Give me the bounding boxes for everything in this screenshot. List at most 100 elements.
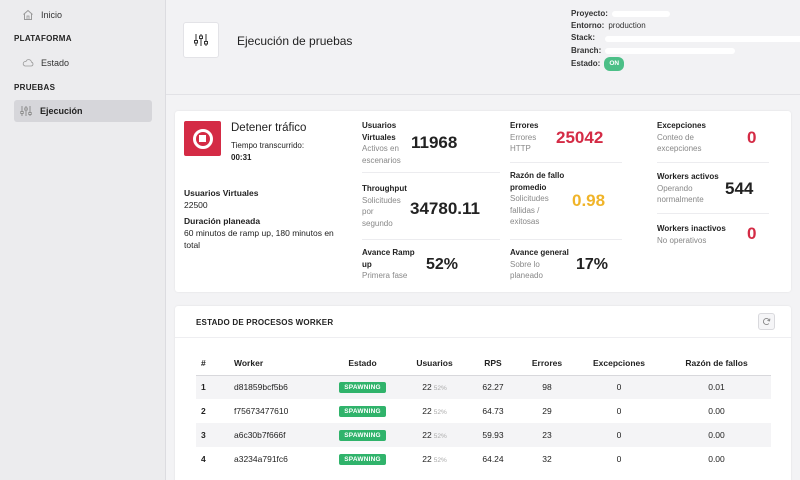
metric-title: Avance Ramp up — [362, 248, 415, 269]
metric-subtitle: Errores HTTP — [510, 132, 537, 154]
rps-value: 59.93 — [468, 423, 518, 447]
users-percent: 52% — [433, 409, 447, 416]
row-number: 2 — [201, 406, 206, 416]
worker-state-cell: SPAWNING — [324, 447, 401, 471]
column-header[interactable]: Errores — [518, 351, 576, 376]
worker-state-cell: SPAWNING — [324, 423, 401, 447]
refresh-button[interactable] — [758, 313, 775, 330]
fail-ratio-value: 0.00 — [708, 454, 725, 464]
run-metadata: Proyecto: Entorno: production Stack: Bran… — [571, 8, 800, 72]
state-key: Estado: — [571, 58, 601, 68]
status-badge: SPAWNING — [339, 406, 386, 417]
status-badge: SPAWNING — [339, 382, 386, 394]
sidebar-item-label: Estado — [41, 58, 70, 68]
stop-icon — [192, 128, 213, 149]
redacted-value — [605, 35, 800, 42]
metric-title: Workers inactivos — [657, 224, 726, 233]
workers-title: ESTADO DE PROCESOS WORKER — [196, 318, 334, 327]
users-value: 22 — [422, 382, 432, 393]
worker-state-cell: SPAWNING — [324, 375, 401, 399]
vusers-label: Usuarios Virtuales — [184, 188, 259, 198]
table-row[interactable]: 4 a3234a791fc6 SPAWNING 22 52% 64.24 32 0… — [196, 447, 771, 471]
worker-id: a3234a791fc6 — [234, 454, 288, 464]
sidebar-item-status[interactable]: Estado — [0, 53, 69, 73]
table-row[interactable]: 1 d81859bcf5b6 SPAWNING 22 52% 62.27 98 0… — [196, 375, 771, 399]
metric-subtitle: Solicitudes fallidas / exitosas — [510, 194, 549, 226]
metric-value: 52% — [426, 256, 459, 273]
workers-card: ESTADO DE PROCESOS WORKER # Worker Estad… — [175, 306, 791, 480]
column-header[interactable]: Excepciones — [576, 351, 662, 376]
table-row[interactable]: 3 a6c30b7f666f SPAWNING 22 52% 59.93 23 0… — [196, 423, 771, 447]
metric-overall: Avance general Sobre lo planeado 17% — [510, 247, 640, 287]
fail-ratio-value: 0.00 — [708, 406, 725, 416]
metric-value: 34780.11 — [410, 199, 480, 218]
metric-inactive-workers: Workers inactivos No operativos 0 — [657, 223, 787, 263]
table-row[interactable]: 2 f75673477610 SPAWNING 22 52% 64.73 29 0… — [196, 399, 771, 423]
stats-card: Detener tráfico Tiempo transcurrido: 00:… — [175, 111, 791, 292]
metric-subtitle: Conteo de excepciones — [657, 132, 702, 154]
users-value: 22 — [422, 430, 432, 440]
fail-ratio-value: 0.00 — [662, 423, 771, 447]
users-value: 22 — [422, 406, 432, 416]
users-cell: 22 52% — [401, 423, 468, 447]
workers-table: # Worker Estado Usuarios RPS Errores Exc… — [196, 351, 771, 471]
exceptions-value: 0 — [576, 423, 662, 447]
metric-active-workers: Workers activos Operando normalmente 544 — [657, 171, 787, 213]
stack-key: Stack: — [571, 33, 596, 43]
environment-value: production — [608, 21, 646, 31]
users-cell: 22 52% — [401, 375, 468, 399]
status-badge: SPAWNING — [339, 430, 386, 441]
errors-value: 29 — [542, 406, 552, 416]
refresh-icon — [763, 318, 771, 326]
column-header[interactable]: RPS — [468, 351, 518, 376]
users-percent: 52% — [433, 433, 447, 440]
metric-title: Errores — [510, 121, 539, 130]
sidebar-item-execution[interactable]: Ejecución — [14, 100, 152, 122]
divider — [175, 337, 791, 338]
column-header[interactable]: Usuarios — [401, 351, 468, 376]
redacted-value — [605, 47, 736, 54]
plan-info: Usuarios Virtuales 22500 Duración planea… — [184, 187, 334, 251]
metric-value: 0.98 — [572, 191, 606, 210]
metric-value: 25042 — [556, 128, 604, 147]
rps-value: 64.24 — [482, 454, 504, 464]
metric-title: Throughput — [362, 184, 407, 193]
sidebar-item-home[interactable]: Inicio — [0, 5, 62, 25]
cloud-icon — [22, 57, 34, 69]
branch-key: Branch: — [571, 45, 602, 55]
metric-title: Workers activos — [657, 172, 719, 181]
users-cell: 22 52% — [401, 447, 468, 471]
duration-value: 60 minutos de ramp up, 180 minutos en to… — [184, 228, 334, 250]
status-badge: SPAWNING — [339, 454, 386, 465]
metric-value: 11968 — [411, 133, 458, 152]
metric-subtitle: Primera fase — [362, 271, 408, 280]
divider — [657, 213, 769, 214]
row-number: 4 — [201, 454, 206, 464]
metric-exceptions: Excepciones Conteo de excepciones 0 — [657, 120, 787, 162]
column-header[interactable]: # — [196, 351, 234, 376]
divider — [362, 172, 500, 173]
sliders-icon — [183, 22, 219, 58]
rps-value: 64.73 — [482, 406, 504, 416]
elapsed-label: Tiempo transcurrido: — [231, 141, 305, 150]
sidebar: Inicio PLATAFORMA Estado PRUEBAS Ejecuci… — [0, 0, 166, 480]
metric-value: 544 — [725, 179, 754, 198]
worker-id: a6c30b7f666f — [234, 423, 324, 447]
divider — [657, 162, 769, 163]
metric-subtitle: Activos en escenarios — [362, 144, 401, 165]
worker-id: d81859bcf5b6 — [234, 375, 324, 399]
column-header[interactable]: Razón de fallos — [662, 351, 771, 376]
metric-value: 0 — [747, 128, 757, 147]
stop-traffic-label: Detener tráfico — [231, 122, 307, 134]
sidebar-item-label: Inicio — [41, 10, 63, 20]
home-icon — [22, 9, 34, 21]
metric-fail-ratio: Razón de fallo promedio Solicitudes fall… — [510, 170, 640, 230]
stop-traffic-button[interactable] — [184, 121, 221, 156]
row-number: 3 — [196, 423, 234, 447]
worker-state-cell: SPAWNING — [324, 399, 401, 423]
metric-title: Usuarios Virtuales — [362, 121, 397, 142]
column-header[interactable]: Worker — [234, 351, 324, 376]
metric-title: Avance general — [510, 248, 569, 257]
users-percent: 52% — [433, 457, 447, 464]
column-header[interactable]: Estado — [324, 351, 401, 376]
